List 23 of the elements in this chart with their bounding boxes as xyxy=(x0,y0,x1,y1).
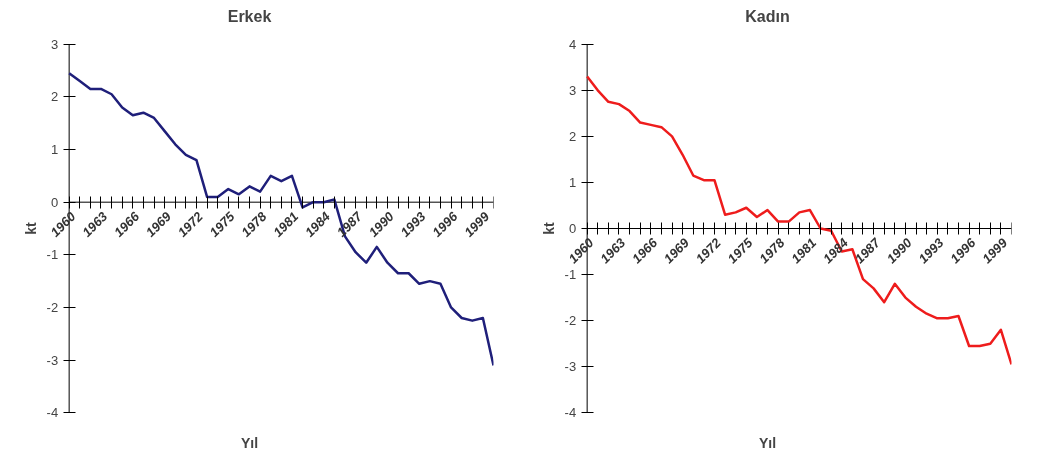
chart-title: Erkek xyxy=(227,7,272,25)
y-tick-label: -4 xyxy=(564,405,577,421)
y-tick-label: -2 xyxy=(46,299,59,315)
y-axis-title: kt xyxy=(540,221,557,235)
y-tick-label: 0 xyxy=(50,194,59,210)
y-tick-label: -4 xyxy=(46,405,59,421)
x-axis-title: Yıl xyxy=(758,434,777,451)
y-tick-label: 3 xyxy=(50,36,59,52)
y-tick-label: -1 xyxy=(46,247,59,263)
y-tick-label: -2 xyxy=(564,313,577,329)
y-tick-label: 1 xyxy=(50,142,59,158)
x-axis-title: Yıl xyxy=(240,434,259,451)
y-tick-label: -1 xyxy=(564,267,577,283)
y-tick-label: -3 xyxy=(46,352,59,368)
y-tick-label: 1 xyxy=(568,174,577,190)
y-tick-label: -3 xyxy=(564,359,577,375)
y-axis-title: kt xyxy=(22,221,39,235)
y-tick-label: 4 xyxy=(568,36,577,52)
y-tick-label: 2 xyxy=(568,128,577,144)
chart-title: Kadın xyxy=(745,7,790,25)
y-tick-label: 3 xyxy=(568,82,577,98)
y-tick-label: 2 xyxy=(50,89,59,105)
y-tick-label: 0 xyxy=(568,221,577,236)
